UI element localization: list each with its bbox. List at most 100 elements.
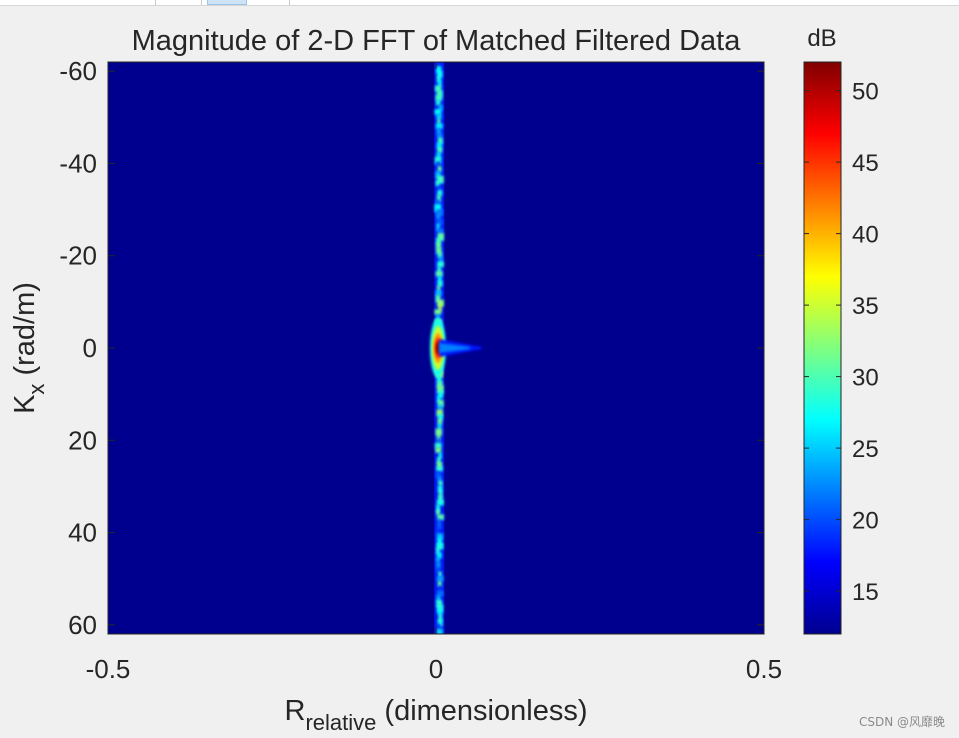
y-tick-label: 40 (68, 518, 97, 548)
colorbar-tick-label: 20 (852, 508, 879, 535)
heatmap-streak-cell (437, 166, 442, 172)
active-toolbar-tab[interactable] (207, 0, 247, 5)
heatmap-streak-cell (435, 447, 442, 453)
heatmap-streak-cell (436, 595, 441, 603)
heatmap-streak-cell (436, 461, 443, 470)
heatmap-streak-cell (438, 104, 443, 111)
heatmap-streak-cell (438, 571, 442, 578)
heatmap-streak-cell (435, 123, 443, 129)
heatmap-streak-cell (436, 623, 441, 629)
heatmap-streak-cell (436, 547, 440, 555)
heatmap-streak-cell (437, 285, 441, 293)
heatmap-streak-cell (437, 385, 444, 394)
heatmap-streak-cell (436, 237, 441, 245)
heatmap-streak-cell (436, 466, 443, 472)
heatmap-streak-cell (438, 414, 443, 421)
x-axis-label-rest: (dimensionless) (376, 695, 587, 727)
toolbar-separator (155, 0, 156, 5)
heatmap-layer (429, 62, 482, 634)
heatmap-streak-cell (436, 561, 441, 569)
colorbar-tick-label: 40 (852, 222, 879, 249)
heatmap-streak-cell (437, 132, 443, 139)
heatmap-streak-cell (436, 213, 441, 221)
colorbar-tick-label: 35 (852, 293, 879, 320)
heatmap-streak-cell (437, 261, 444, 268)
x-axis: -0.5 0 0.5 (86, 62, 782, 684)
x-tick-label: 0.5 (746, 654, 782, 684)
heatmap-streak-cell (436, 75, 441, 83)
heatmap-streak-cell (436, 89, 443, 97)
heatmap-streak-cell (438, 614, 443, 622)
toolbar-separator (201, 0, 202, 5)
x-tick-label: -0.5 (86, 654, 131, 684)
y-tick-label: -20 (59, 241, 97, 271)
heatmap-streak-cell (438, 80, 442, 87)
heatmap-streak-cell (437, 538, 442, 546)
heatmap-streak-cell (436, 209, 443, 217)
heatmap-streak-cell (436, 600, 443, 608)
heatmap-streak-cell (436, 542, 444, 550)
heatmap-streak-cell (437, 552, 442, 559)
y-tick-label: -40 (59, 148, 97, 178)
heatmap-streak-cell (435, 428, 442, 436)
heatmap-streak-cell (437, 137, 443, 145)
heatmap-streak-cell (435, 271, 443, 277)
heatmap-streak-cell (436, 66, 442, 74)
colorbar-tick-label: 50 (852, 79, 879, 106)
colorbar-ticks: 15 20 25 30 35 40 45 50 (804, 79, 879, 606)
heatmap-streak-cell (437, 175, 444, 184)
heatmap-streak-cell (436, 151, 441, 159)
heatmap-streak-cell (436, 113, 442, 120)
colorbar-tick-label: 15 (852, 579, 879, 606)
heatmap-streak-cell (438, 404, 443, 410)
heatmap-streak-cell (434, 156, 442, 165)
heatmap-streak-cell (436, 557, 440, 563)
heatmap-tail-core (439, 343, 470, 353)
heatmap-streak-cell (438, 585, 442, 593)
heatmap-streak-cell (434, 309, 442, 315)
heatmap-streak-cell (437, 232, 444, 241)
x-axis-label-subscript: relative (305, 710, 376, 735)
heatmap-peak-ring (435, 342, 440, 354)
y-tick-label: 60 (68, 610, 97, 640)
heatmap-streak-cell (435, 171, 441, 179)
colorbar-tick-label: 30 (852, 365, 879, 392)
heatmap-streak-cell (437, 252, 443, 259)
colorbar-tick-label: 25 (852, 436, 879, 463)
heatmap-streak-cell (436, 142, 442, 150)
heatmap-streak-cell (437, 518, 441, 526)
heatmap-streak-cell (437, 619, 443, 627)
chart-title: Magnitude of 2-D FFT of Matched Filtered… (132, 25, 742, 57)
heatmap-streak-cell (436, 566, 440, 575)
heatmap-streak-cell (436, 223, 440, 232)
heatmap-streak-cell (435, 442, 442, 449)
y-axis-label-subscript: x (24, 384, 49, 395)
heatmap-streak-cell (437, 70, 443, 78)
heatmap-streak-cell (436, 99, 441, 106)
heatmap-streak-cell (437, 395, 441, 403)
heatmap-streak-cell (437, 299, 444, 307)
heatmap-streak-cell (437, 590, 444, 597)
heatmap-streak-cell (436, 528, 440, 536)
heatmap-streak-cell (437, 423, 442, 430)
heatmap-streak-cell (436, 194, 441, 203)
heatmap-streak-cell (436, 242, 441, 249)
heatmap-streak-cell (436, 509, 440, 516)
heatmap-streak-cell (437, 418, 442, 426)
heatmap-streak-cell (437, 399, 444, 408)
heatmap-streak-cell (434, 109, 442, 115)
heatmap-streak-cell (436, 128, 441, 135)
toolbar-strip (0, 0, 959, 6)
heatmap-streak-cell (436, 218, 443, 226)
heatmap-streak-cell (436, 576, 444, 582)
y-tick-label: 0 (83, 333, 97, 363)
heatmap-streak-cell (437, 499, 444, 506)
heatmap-streak-cell (437, 514, 444, 521)
heatmap-streak-cell (435, 180, 440, 187)
heatmap-streak-cell (435, 294, 441, 303)
heatmap-streak-cell (437, 280, 443, 287)
heatmap-streak-cell (437, 190, 443, 196)
heatmap-streak-cell (436, 604, 444, 613)
